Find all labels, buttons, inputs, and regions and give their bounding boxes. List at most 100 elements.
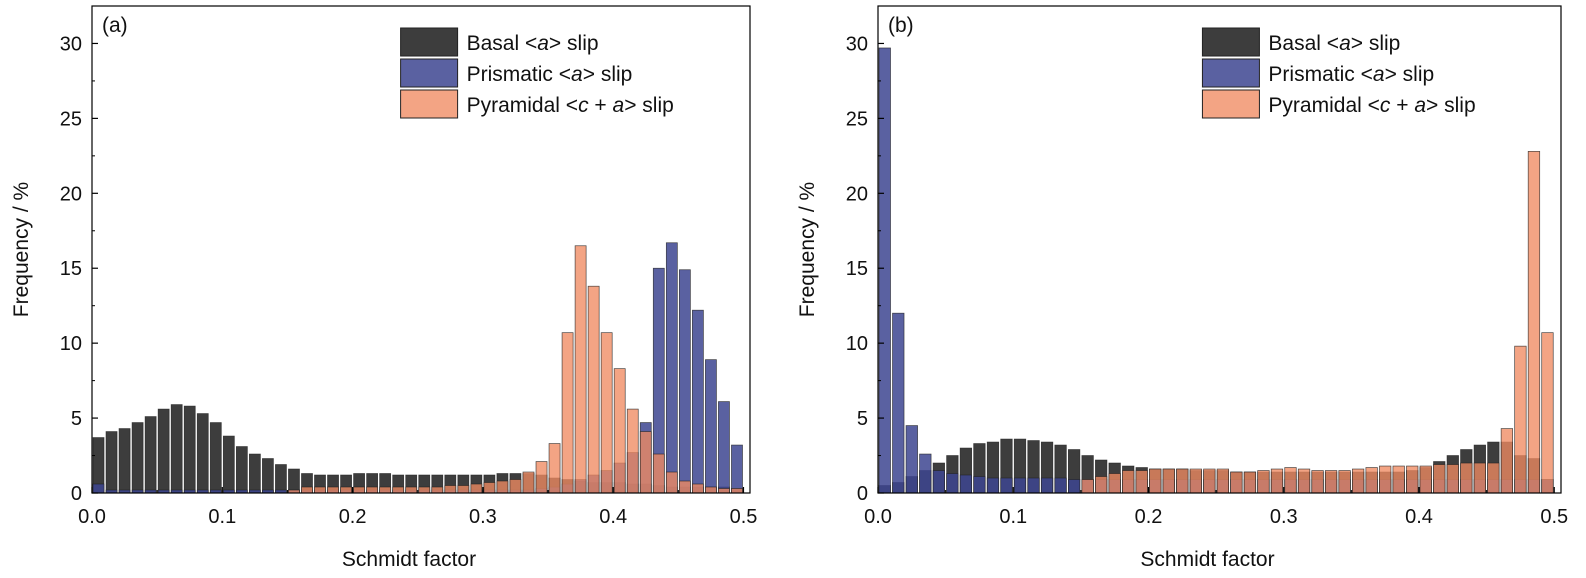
- legend: Basal <a> slip Prismatic <a> slip Pyramida…: [400, 27, 674, 119]
- panel-label: (a): [102, 14, 128, 37]
- bar: [105, 431, 118, 494]
- bar: [1365, 467, 1378, 494]
- bar: [1095, 476, 1108, 494]
- bar: [905, 425, 918, 494]
- bar: [314, 486, 326, 494]
- y-tick-label: 15: [846, 258, 868, 280]
- bar: [561, 332, 574, 494]
- y-tick-label: 20: [846, 183, 868, 205]
- chart-panel-b: 0.0 0.1 0.2 0.3 0.4 0.5 0 5 10 15 20 25 30 Schmidt fa…: [796, 5, 1568, 571]
- legend-label: Pyramidal <c + a> slip: [1268, 94, 1475, 117]
- bar: [405, 486, 418, 494]
- bar: [1230, 471, 1243, 494]
- bar: [600, 332, 613, 494]
- bar: [262, 458, 274, 494]
- bar: [275, 464, 287, 494]
- x-tick-label: 0.1: [999, 506, 1027, 528]
- x-tick-label: 0.0: [864, 506, 892, 528]
- x-tick-label: 0.3: [469, 506, 497, 528]
- x-tick-label: 0.5: [730, 506, 758, 528]
- bar: [1162, 468, 1175, 494]
- bar: [1284, 467, 1297, 494]
- bar: [878, 47, 891, 494]
- bar: [1324, 470, 1338, 494]
- bar: [1135, 470, 1148, 494]
- bar: [731, 444, 743, 494]
- bar: [1338, 470, 1351, 494]
- bar: [496, 480, 509, 494]
- bar: [457, 485, 470, 494]
- bar: [1108, 473, 1121, 494]
- bar: [973, 476, 986, 494]
- bar: [946, 473, 959, 494]
- bar: [509, 479, 522, 494]
- bar: [1122, 470, 1135, 494]
- bar: [1487, 462, 1500, 494]
- bar: [892, 312, 905, 494]
- bar: [470, 483, 483, 494]
- bar: [196, 413, 209, 494]
- x-tick-label: 0.4: [599, 506, 627, 528]
- y-tick-label: 20: [60, 183, 82, 205]
- x-tick-label: 0.4: [1405, 506, 1433, 528]
- y-tick-label: 30: [60, 33, 82, 55]
- bar: [170, 404, 183, 494]
- bar: [919, 453, 932, 494]
- bar: [652, 453, 665, 494]
- bar: [157, 408, 170, 494]
- x-tick-label: 0.2: [339, 506, 367, 528]
- bar: [932, 470, 945, 494]
- bar: [379, 486, 392, 494]
- bar: [1189, 468, 1202, 494]
- legend-label: Prismatic <a> slip: [1268, 63, 1434, 86]
- bar: [1000, 477, 1013, 494]
- bar: [209, 422, 222, 494]
- bar: [1270, 468, 1284, 494]
- bar: [118, 428, 131, 494]
- bar: [249, 453, 261, 494]
- plot-frame: [91, 5, 751, 494]
- bar: [535, 461, 548, 494]
- bar: [1257, 470, 1270, 494]
- x-tick-label: 0.2: [1135, 506, 1163, 528]
- bar: [1149, 468, 1162, 494]
- bar: [639, 431, 652, 494]
- panel-label: (b): [888, 14, 914, 37]
- bar: [1243, 471, 1257, 494]
- bar: [444, 485, 457, 494]
- bar: [574, 245, 587, 494]
- legend-swatch: [400, 89, 459, 119]
- plot-frame: [877, 5, 1562, 494]
- legend-swatch: [400, 27, 459, 57]
- x-tick-label: 0.5: [1540, 506, 1568, 528]
- bar: [692, 483, 704, 494]
- bar: [431, 486, 444, 494]
- bar: [301, 486, 313, 494]
- bar: [731, 488, 743, 494]
- bar: [1027, 477, 1040, 494]
- bar: [1352, 468, 1365, 494]
- legend-label: Basal <a> slip: [467, 32, 599, 55]
- series-pyramidal: [1081, 151, 1554, 494]
- y-tick-label: 0: [857, 483, 868, 505]
- bar: [183, 405, 196, 494]
- bar: [1392, 465, 1405, 494]
- bar: [1176, 468, 1189, 494]
- bar: [587, 285, 600, 494]
- bar: [392, 486, 405, 494]
- y-axis-label: Frequency / %: [10, 182, 33, 317]
- bar: [1541, 332, 1554, 494]
- bar: [613, 368, 626, 494]
- bar: [418, 486, 431, 494]
- bar: [705, 359, 717, 494]
- legend-label: Pyramidal <c + a> slip: [467, 94, 674, 117]
- x-axis-label: Schmidt factor: [1140, 548, 1274, 571]
- bar: [1527, 151, 1541, 494]
- y-tick-label: 10: [60, 333, 82, 355]
- legend-swatch: [400, 58, 459, 88]
- legend-swatch: [1201, 89, 1260, 119]
- bar: [92, 483, 105, 494]
- bar: [692, 309, 704, 494]
- bar: [959, 474, 973, 494]
